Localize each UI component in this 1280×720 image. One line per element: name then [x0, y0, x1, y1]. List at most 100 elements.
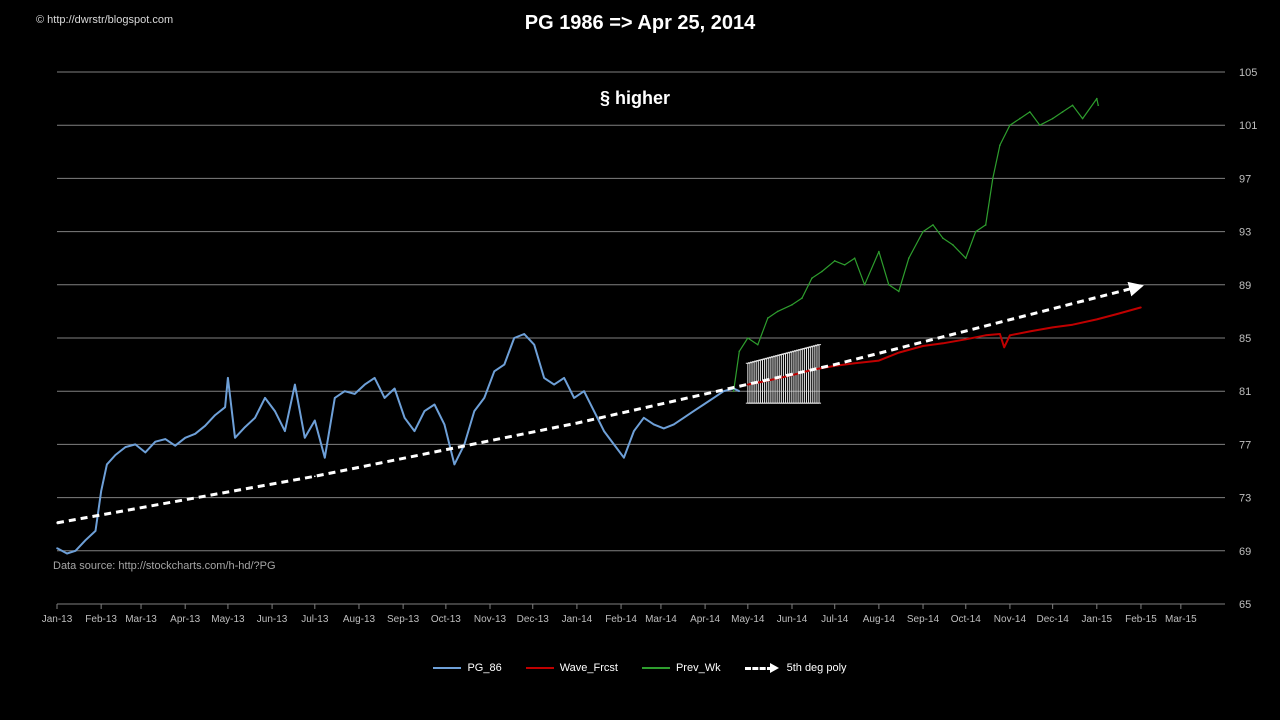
x-tick-label: Feb-15	[1125, 614, 1157, 625]
y-tick-label: 77	[1239, 439, 1251, 451]
data-point-pg-86	[513, 337, 516, 339]
data-point-pg-86	[738, 390, 741, 393]
data-point-prev-wk	[747, 337, 749, 339]
data-point-5th-deg-poly	[833, 363, 836, 366]
x-tick-label: Feb-13	[85, 614, 117, 625]
chart-title: PG 1986 => Apr 25, 2014	[524, 12, 756, 34]
y-tick-label: 81	[1239, 386, 1251, 398]
data-point-pg-86	[653, 423, 655, 426]
x-tick-label: Aug-14	[863, 614, 896, 625]
data-point-pg-86	[473, 410, 476, 412]
data-point-prev-wk	[907, 257, 910, 260]
x-tick-label: Jul-14	[821, 614, 849, 625]
data-point-pg-86	[413, 430, 416, 432]
data-point-prev-wk	[1096, 97, 1098, 100]
data-point-wave-frcst	[922, 345, 924, 347]
data-point-pg-86	[503, 363, 506, 366]
data-point-wave-frcst	[1009, 334, 1011, 337]
data-source-text: Data source: http://stockcharts.com/h-hd…	[53, 560, 276, 572]
data-point-pg-86	[553, 383, 555, 386]
data-point-prev-wk	[898, 290, 900, 293]
x-tick-label: Jan-14	[562, 614, 593, 625]
data-point-pg-86	[353, 393, 356, 395]
data-point-5th-deg-poly	[576, 422, 578, 424]
data-point-pg-86	[254, 417, 256, 419]
data-point-pg-86	[244, 426, 246, 428]
x-tick-label: May-13	[211, 614, 245, 625]
data-point-pg-86	[662, 427, 665, 430]
data-point-prev-wk	[1061, 111, 1064, 113]
legend-label-pg86: PG_86	[467, 662, 502, 674]
data-point-pg-86	[84, 539, 87, 541]
data-point-pg-86	[543, 377, 545, 379]
data-point-pg-86	[264, 397, 266, 399]
data-point-5th-deg-poly	[1140, 285, 1142, 287]
data-point-pg-86	[573, 397, 575, 399]
x-tick-label: Mar-14	[645, 614, 677, 625]
data-point-pg-86	[333, 397, 336, 399]
data-point-pg-86	[702, 403, 705, 406]
y-tick-label: 65	[1239, 599, 1251, 611]
data-point-pg-86	[403, 417, 406, 419]
x-tick-label: Aug-13	[343, 614, 376, 625]
series-line-5th-deg-poly	[56, 281, 1144, 525]
data-point-prev-wk	[801, 297, 803, 299]
data-point-wave-frcst	[1115, 313, 1118, 315]
data-point-pg-86	[443, 423, 446, 426]
data-point-prev-wk	[942, 237, 944, 240]
data-point-wave-frcst	[1071, 323, 1074, 326]
data-point-pg-86	[493, 370, 496, 373]
data-point-pg-86	[603, 430, 605, 432]
data-point-wave-frcst	[747, 383, 749, 386]
x-tick-label: Sep-14	[907, 614, 940, 625]
data-point-pg-86	[563, 377, 565, 379]
copyright-text: © http://dwrstr/blogspot.com	[36, 14, 174, 26]
x-tick-label: Jun-14	[777, 614, 808, 625]
data-point-wave-frcst	[1051, 326, 1054, 329]
series-line-pg-86	[56, 333, 740, 555]
data-point-prev-wk	[974, 230, 977, 233]
data-point-pg-86	[314, 419, 316, 422]
x-tick-label: Nov-13	[474, 614, 507, 625]
x-tick-label: Jan-15	[1082, 614, 1113, 625]
data-point-pg-86	[214, 414, 216, 416]
data-point-pg-86	[523, 333, 525, 335]
data-point-prev-wk	[791, 303, 793, 306]
x-tick-label: Apr-13	[170, 614, 200, 625]
legend-item-wave-frcst: Wave_Frcst	[525, 662, 618, 674]
data-point-prev-wk	[1097, 104, 1100, 107]
data-point-pg-86	[194, 432, 196, 435]
x-tick-label: Jun-13	[257, 614, 288, 625]
data-point-pg-86	[204, 424, 206, 427]
data-point-prev-wk	[952, 244, 954, 246]
data-point-pg-86	[483, 397, 486, 399]
data-point-pg-86	[74, 550, 77, 552]
x-tick-label: Oct-14	[951, 614, 981, 625]
data-point-prev-wk	[757, 343, 759, 346]
data-point-pg-86	[712, 397, 715, 399]
data-point-prev-wk	[964, 257, 967, 260]
data-point-pg-86	[134, 443, 137, 446]
y-tick-label: 93	[1239, 227, 1251, 239]
data-point-pg-86	[623, 456, 625, 459]
data-point-prev-wk	[821, 270, 823, 273]
x-tick-label: Nov-14	[994, 614, 1027, 625]
x-tick-label: Apr-14	[690, 614, 720, 625]
data-point-prev-wk	[732, 390, 735, 393]
y-tick-label: 85	[1239, 333, 1251, 345]
series-lines	[56, 97, 1144, 555]
data-point-pg-86	[343, 390, 346, 393]
data-point-pg-86	[583, 390, 585, 393]
data-point-pg-86	[174, 444, 177, 447]
data-point-prev-wk	[766, 317, 769, 319]
data-point-pg-86	[692, 410, 695, 412]
x-tick-label: Sep-13	[387, 614, 420, 625]
data-point-prev-wk	[992, 177, 994, 180]
data-point-wave-frcst	[853, 362, 856, 365]
data-point-pg-86	[114, 454, 117, 456]
data-point-pg-86	[672, 423, 675, 426]
data-point-pg-86	[533, 343, 535, 346]
data-point-pg-86	[274, 410, 276, 412]
x-tick-label: Dec-14	[1037, 614, 1070, 625]
